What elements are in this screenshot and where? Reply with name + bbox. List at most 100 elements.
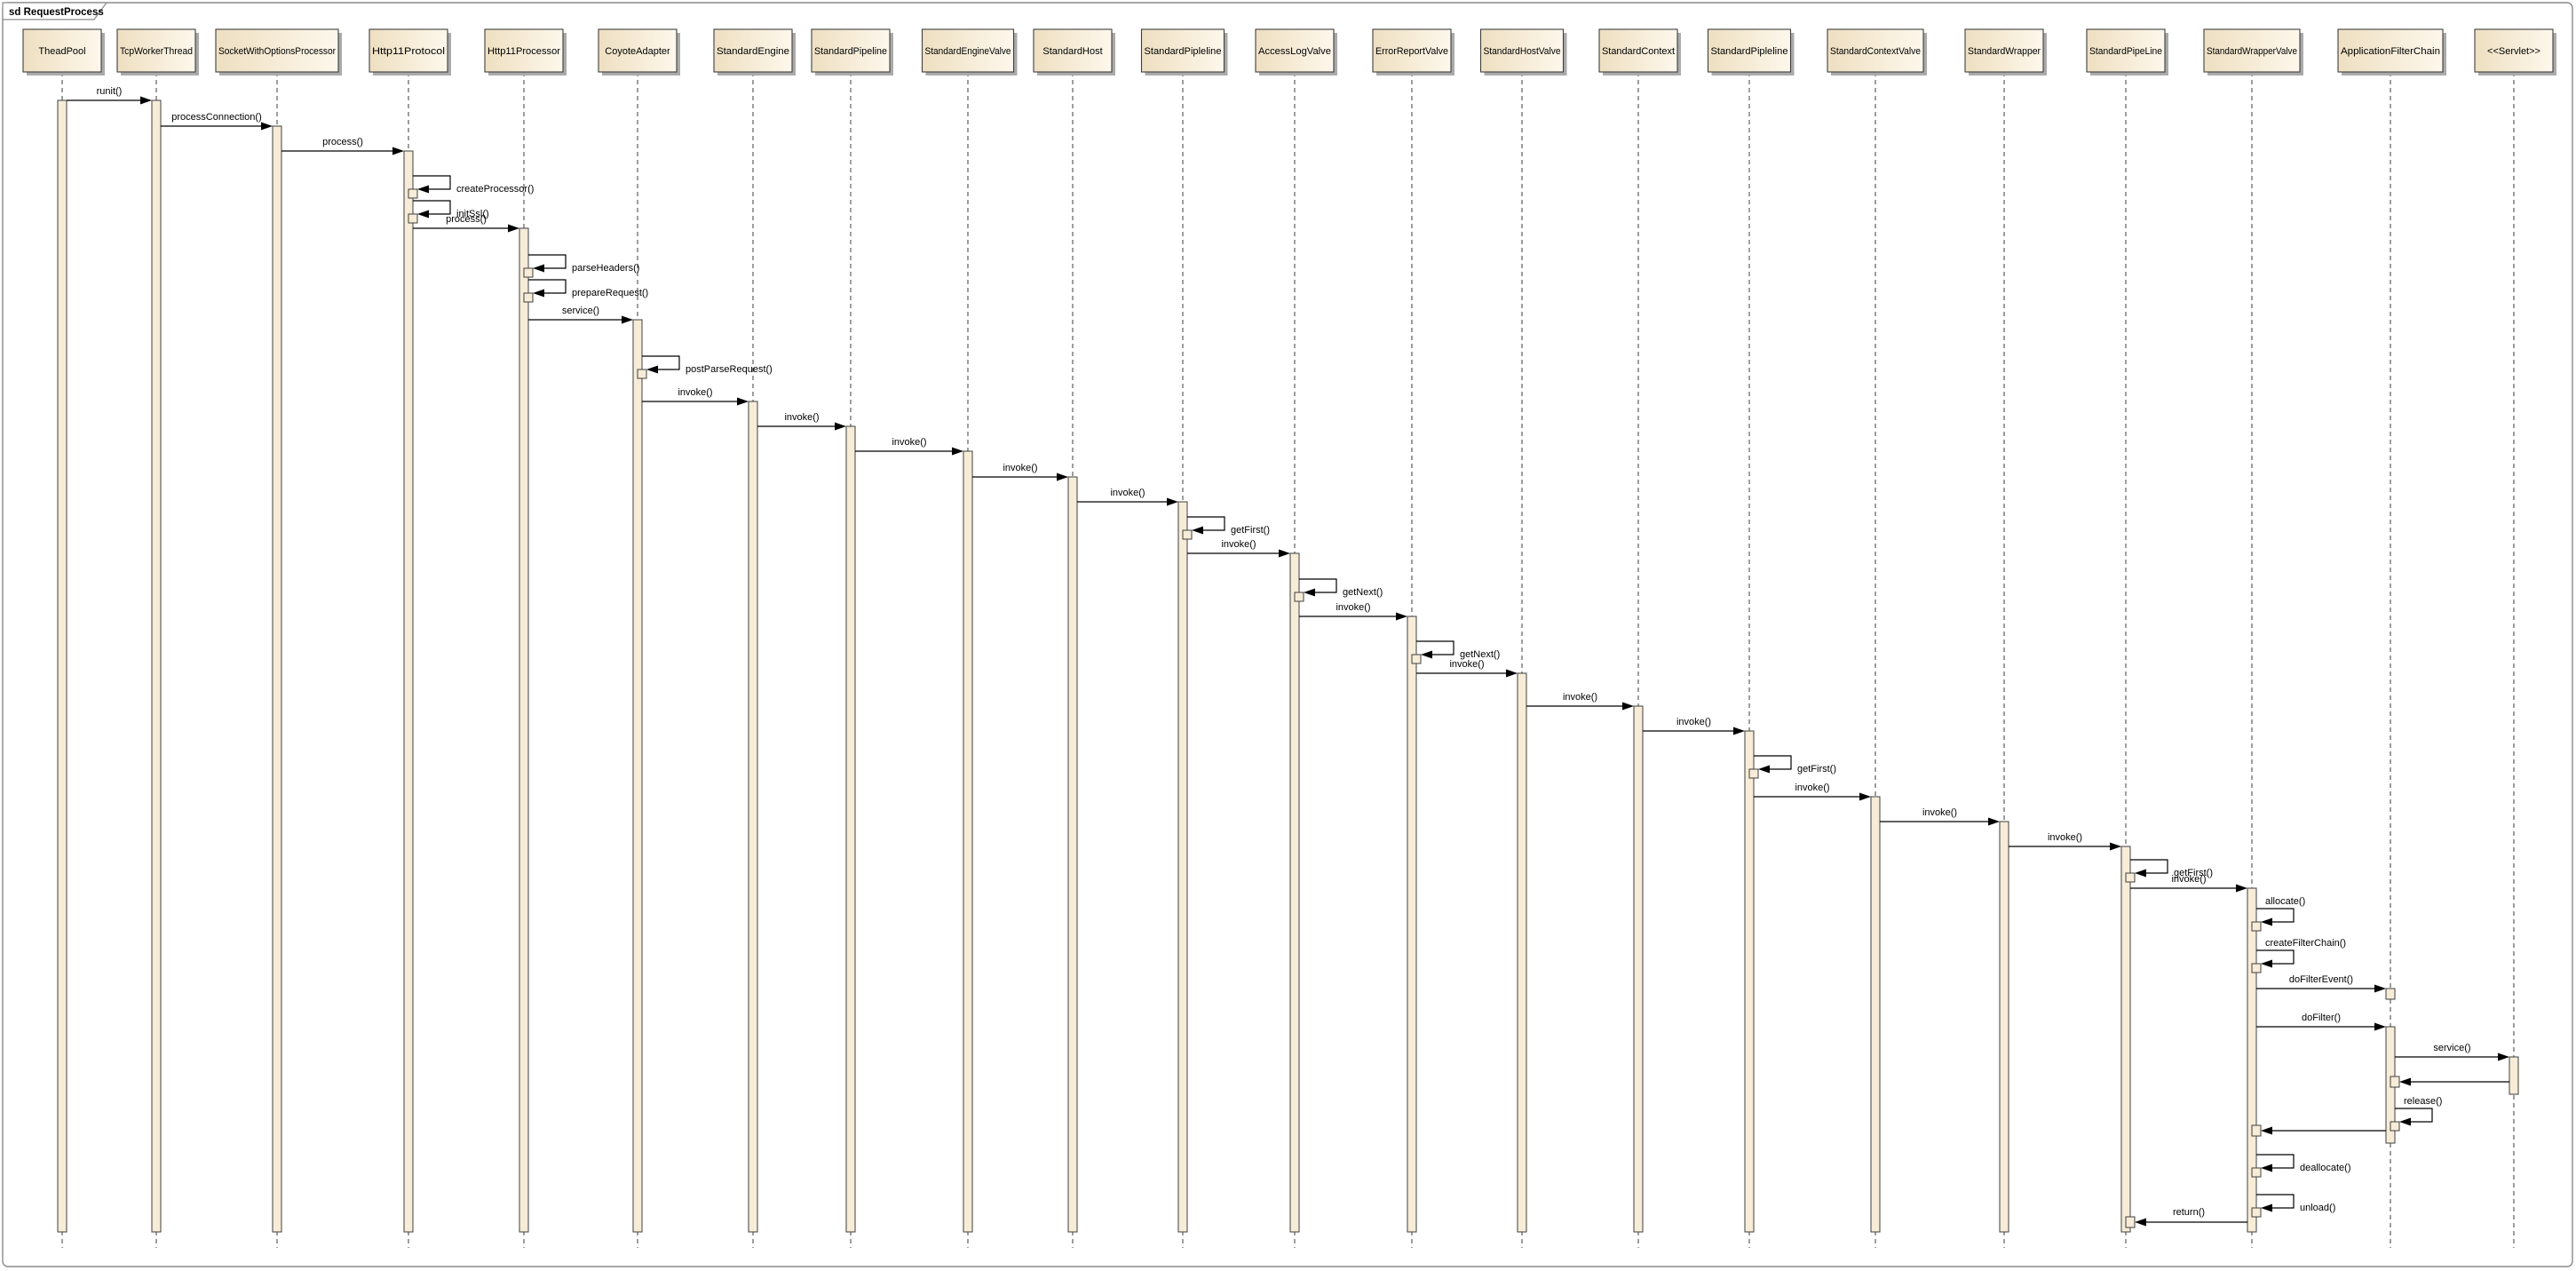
message-getnext-17-landing-square — [1294, 592, 1304, 602]
message-invoke-26-arrowhead — [2110, 842, 2121, 851]
message-return-36-arrowhead — [2261, 1126, 2272, 1135]
message-invoke-18-arrowhead — [1396, 612, 1407, 621]
message-invoke-11-arrowhead — [835, 422, 846, 431]
message-return-39-label: return() — [2173, 1207, 2205, 1218]
message-invoke-16-arrowhead — [1279, 549, 1290, 558]
message-createprocessor-3-landing-square — [408, 188, 418, 199]
message-unload-38-landing-square — [2251, 1207, 2262, 1218]
activation-tcpworkerthread-1 — [151, 99, 162, 1233]
message-createprocessor-3-loop — [413, 175, 451, 190]
activation-standardhostvalve-13 — [1517, 672, 1527, 1233]
message-preparerequest-7-label: prepareRequest() — [572, 288, 648, 298]
lifeline-label-socketwithoptionsprocessor-2: SocketWithOptionsProcessor — [218, 46, 336, 57]
message-return-39-landing-square — [2125, 1216, 2136, 1228]
lifeline-head-standardcontextvalve-16 — [1827, 28, 1924, 73]
lifeline-head-standardenginevalve-8 — [921, 28, 1015, 73]
message-unload-38-label: unload() — [2300, 1203, 2335, 1213]
message-deallocate-37-label: deallocate() — [2300, 1163, 2350, 1173]
message-release-35-label: release() — [2404, 1096, 2442, 1107]
message-dofilter-32-arrowhead — [2374, 1022, 2386, 1031]
activation-coyoteadapter-5 — [632, 319, 643, 1233]
message-preparerequest-7-landing-square — [523, 292, 534, 303]
activation-applicationfilterchain-20 — [2385, 988, 2396, 1000]
activation-standardcontextvalve-16 — [1870, 796, 1881, 1233]
message-initssl-4-landing-square — [408, 213, 418, 224]
message-allocate-29-arrowhead — [2261, 918, 2272, 926]
lifeline-label-standardpipeline-18: StandardPipeLine — [2089, 46, 2162, 57]
lifeline-label-coyoteadapter-5: CoyoteAdapter — [605, 46, 670, 57]
message-postparserequest-9-loop — [642, 355, 680, 370]
message-runit-0-label: runit() — [97, 86, 123, 97]
lifeline-label-applicationfilterchain-20: ApplicationFilterChain — [2341, 46, 2440, 57]
lifeline-head-standardhostvalve-13 — [1479, 28, 1565, 73]
frame-tab — [2, 2, 108, 20]
activation-accesslogvalve-11 — [1289, 552, 1300, 1233]
message-preparerequest-7-loop — [528, 279, 567, 294]
lifeline-head-standardpipeline-7 — [811, 28, 891, 73]
lifeline-head-standardpipeline-18 — [2086, 28, 2166, 73]
message-invoke-24-label: invoke() — [1795, 782, 1829, 793]
message-getfirst-27-loop — [2130, 859, 2168, 874]
message-service-8-label: service() — [562, 306, 599, 316]
message-invoke-13-arrowhead — [1057, 473, 1068, 481]
message-invoke-26-label: invoke() — [2048, 832, 2082, 843]
message-process-2-arrowhead — [392, 147, 404, 155]
lifeline-head-tcpworkerthread-1 — [116, 28, 196, 73]
activation-http11protocol-3 — [403, 150, 414, 1233]
message-initssl-4-label: initSsl() — [456, 209, 489, 219]
message-allocate-29-landing-square — [2251, 921, 2262, 932]
message-runit-0-arrowhead — [140, 96, 152, 105]
message-invoke-21-arrowhead — [1622, 702, 1634, 711]
message-postparserequest-9-label: postParseRequest() — [686, 364, 773, 375]
message-getfirst-23-label: getFirst() — [1797, 764, 1836, 775]
message-invoke-22-label: invoke() — [1676, 717, 1711, 727]
message-service-8-arrowhead — [622, 315, 633, 324]
message-getfirst-15-landing-square — [1182, 529, 1193, 540]
message-createprocessor-3-label: createProcessor() — [456, 184, 534, 195]
lifeline-head-http11processor-4 — [484, 28, 564, 73]
lifeline-head-standardwrapper-17 — [1964, 28, 2044, 73]
message-return-34-arrowhead — [2399, 1077, 2411, 1086]
lifeline-label-http11processor-4: Http11Processor — [487, 46, 560, 57]
message-invoke-21-label: invoke() — [1563, 692, 1597, 703]
message-getnext-17-label: getNext() — [1343, 587, 1383, 598]
message-process-2-label: process() — [322, 137, 363, 147]
message-invoke-20-arrowhead — [1506, 669, 1518, 678]
lifeline-label-standardcontext-14: StandardContext — [1602, 46, 1675, 57]
message-processconnection-1-label: processConnection() — [171, 112, 262, 123]
lifeline-head-standardwrappervalve-19 — [2203, 28, 2301, 73]
message-getfirst-27-arrowhead — [2135, 869, 2146, 878]
message-release-35-landing-square — [2390, 1121, 2400, 1132]
message-initssl-4-loop — [413, 200, 451, 215]
message-getfirst-15-arrowhead — [1192, 526, 1203, 535]
activation-standardwrappervalve-19 — [2247, 887, 2257, 1233]
activation-standardpipleline-15 — [1744, 730, 1755, 1233]
message-unload-38-loop — [2256, 1194, 2295, 1209]
message-createfilterchain-30-arrowhead — [2261, 959, 2272, 968]
message-getnext-17-loop — [1299, 578, 1337, 593]
message-getfirst-23-arrowhead — [1758, 765, 1770, 774]
lifeline-head-standardengine-6 — [713, 28, 793, 73]
lifeline-head-socketwithoptionsprocessor-2 — [215, 28, 339, 73]
message-invoke-14-label: invoke() — [1110, 488, 1145, 498]
message-invoke-10-arrowhead — [737, 397, 749, 406]
activation-http11processor-4 — [519, 227, 529, 1233]
message-initssl-4-arrowhead — [417, 210, 429, 218]
message-parseheaders-6-landing-square — [523, 267, 534, 278]
message-createprocessor-3-arrowhead — [417, 185, 429, 194]
message-parseheaders-6-label: parseHeaders() — [572, 263, 639, 274]
frame-label: sd RequestProcess — [9, 7, 104, 18]
activation-standardenginevalve-8 — [963, 450, 973, 1233]
message-process-5-arrowhead — [508, 224, 519, 233]
message-invoke-22-arrowhead — [1733, 727, 1745, 735]
message-postparserequest-9-arrowhead — [646, 365, 658, 374]
lifeline-head-theadpool-0 — [22, 28, 102, 73]
activation-standardcontext-14 — [1633, 705, 1644, 1233]
lifeline-label-standardcontextvalve-16: StandardContextValve — [1830, 46, 1921, 57]
message-getnext-19-label: getNext() — [1460, 649, 1500, 660]
activation-standardengine-6 — [748, 401, 758, 1233]
message-allocate-29-loop — [2256, 908, 2295, 923]
